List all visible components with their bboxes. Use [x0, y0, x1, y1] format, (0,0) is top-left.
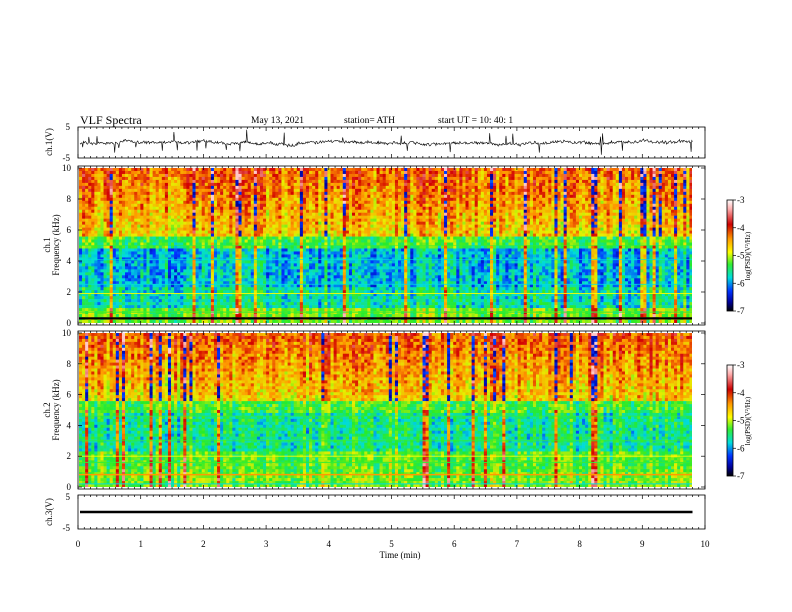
ch3-waveform-panel: 5 -5 ch.3(V) — [44, 492, 706, 533]
colorbar-tick-label: -6 — [737, 443, 745, 453]
time-tick-label: 9 — [640, 539, 645, 549]
time-tick-label: 6 — [452, 539, 457, 549]
ch2-frequency-ylabel: Frequency (kHz) — [51, 379, 61, 440]
ch2-spectrogram-image — [79, 333, 692, 487]
ch3-ytick-bottom: -5 — [63, 523, 71, 533]
ch2-colorbar-ticks: -3 -4 -5 -6 -7 — [733, 360, 745, 481]
ch1-frequency-ticks: 0 2 4 6 8 10 — [62, 163, 705, 328]
frequency-tick-label: 0 — [67, 318, 72, 328]
ch2-frequency-ticks: 0 2 4 6 8 10 — [62, 328, 705, 492]
time-axis-label: Time (min) — [380, 550, 421, 560]
colorbar-tick-label: -4 — [737, 223, 745, 233]
ch1-ytick-bottom: -5 — [63, 153, 71, 163]
frequency-tick-label: 8 — [67, 359, 72, 369]
ch1-waveform-trace — [79, 129, 693, 155]
time-tick-label: 7 — [515, 539, 520, 549]
frequency-tick-label: 10 — [62, 163, 72, 173]
frequency-tick-label: 4 — [67, 420, 72, 430]
frequency-tick-label: 2 — [67, 451, 72, 461]
colorbar-tick-label: -7 — [737, 306, 745, 316]
time-tick-label: 5 — [389, 539, 394, 549]
ch1-channel-label: ch.1 — [42, 237, 52, 252]
colorbar-tick-label: -6 — [737, 278, 745, 288]
ch3-waveform-ylabel: ch.3(V) — [44, 498, 54, 526]
date-label: May 13, 2021 — [251, 116, 304, 126]
ch3-ytick-top: 5 — [66, 492, 71, 502]
time-tick-label: 3 — [264, 539, 269, 549]
ch1-spectrogram-image — [79, 168, 692, 323]
frequency-tick-label: 4 — [67, 256, 72, 266]
ch2-colorbar-label: log(PSD)(V²/Hz) — [744, 396, 752, 445]
ch2-colorbar — [727, 365, 733, 476]
ch1-ytick-top: 5 — [66, 122, 71, 132]
start-time-label: start UT = 10: 40: 1 — [438, 116, 513, 126]
ch1-colorbar-ticks: -3 -4 -5 -6 -7 — [733, 195, 745, 316]
ch1-waveform-ylabel: ch.1(V) — [44, 128, 54, 156]
frequency-tick-label: 6 — [67, 390, 72, 400]
ch1-frequency-ylabel: Frequency (kHz) — [51, 214, 61, 275]
colorbar-tick-label: -3 — [737, 360, 745, 370]
figure-title: VLF Spectra — [80, 113, 142, 127]
station-label: station= ATH — [344, 116, 395, 126]
colorbar-tick-label: -4 — [737, 388, 745, 398]
time-tick-label: 4 — [327, 539, 332, 549]
time-axis: 0 1 2 3 4 5 6 7 8 9 10 — [76, 127, 710, 549]
frequency-tick-label: 8 — [67, 194, 72, 204]
colorbar-tick-label: -5 — [737, 416, 745, 426]
ch1-colorbar — [727, 200, 733, 311]
time-tick-label: 0 — [76, 539, 81, 549]
time-tick-label: 10 — [701, 539, 711, 549]
ch2-channel-label: ch.2 — [42, 402, 52, 417]
colorbar-tick-label: -3 — [737, 195, 745, 205]
time-tick-label: 8 — [577, 539, 582, 549]
ch1-waveform-panel: 5 -5 ch.1(V) — [44, 122, 706, 163]
frequency-tick-label: 0 — [67, 482, 72, 492]
ch1-colorbar-label: log(PSD)(V²/Hz) — [744, 231, 752, 280]
time-tick-label: 1 — [138, 539, 143, 549]
frequency-tick-label: 10 — [62, 328, 72, 338]
frequency-tick-label: 2 — [67, 287, 72, 297]
colorbar-tick-label: -7 — [737, 471, 745, 481]
time-tick-label: 2 — [201, 539, 206, 549]
frequency-tick-label: 6 — [67, 225, 72, 235]
colorbar-tick-label: -5 — [737, 251, 745, 261]
